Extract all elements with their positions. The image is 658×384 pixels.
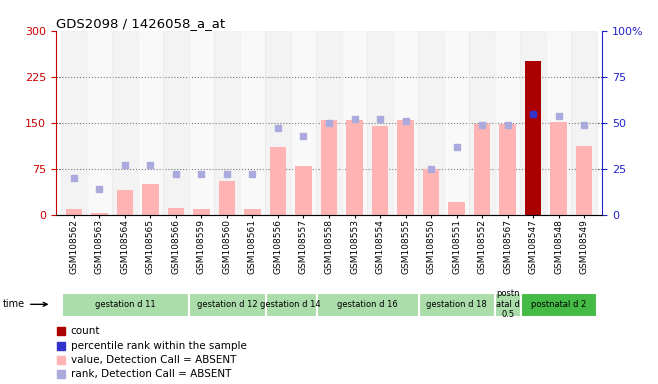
- Bar: [444, 31, 469, 215]
- Text: GDS2098 / 1426058_a_at: GDS2098 / 1426058_a_at: [56, 17, 225, 30]
- FancyBboxPatch shape: [419, 293, 494, 316]
- Text: time: time: [3, 299, 47, 310]
- Bar: [189, 31, 214, 215]
- Text: rank, Detection Call = ABSENT: rank, Detection Call = ABSENT: [70, 369, 231, 379]
- Bar: [372, 126, 388, 215]
- Bar: [418, 31, 444, 215]
- Bar: [342, 31, 367, 215]
- Bar: [142, 184, 159, 215]
- Text: gestation d 16: gestation d 16: [337, 300, 397, 309]
- Bar: [576, 146, 592, 215]
- Text: gestation d 12: gestation d 12: [197, 300, 257, 309]
- Text: gestation d 18: gestation d 18: [426, 300, 487, 309]
- Bar: [61, 31, 87, 215]
- Bar: [316, 31, 342, 215]
- Bar: [571, 31, 597, 215]
- Text: postn
atal d
0.5: postn atal d 0.5: [495, 290, 520, 319]
- Bar: [218, 181, 235, 215]
- Bar: [346, 120, 363, 215]
- FancyBboxPatch shape: [189, 293, 265, 316]
- Bar: [291, 31, 316, 215]
- Bar: [193, 209, 210, 215]
- Bar: [240, 31, 265, 215]
- Bar: [525, 61, 542, 215]
- Bar: [550, 122, 567, 215]
- Text: count: count: [70, 326, 100, 336]
- Text: postnatal d 2: postnatal d 2: [531, 300, 586, 309]
- FancyBboxPatch shape: [521, 293, 596, 316]
- Text: gestation d 11: gestation d 11: [95, 300, 155, 309]
- Bar: [265, 31, 291, 215]
- Bar: [116, 190, 133, 215]
- Text: gestation d 14: gestation d 14: [261, 300, 321, 309]
- Bar: [91, 213, 108, 215]
- Bar: [295, 166, 312, 215]
- Bar: [214, 31, 240, 215]
- Bar: [367, 31, 393, 215]
- Bar: [546, 31, 571, 215]
- Bar: [393, 31, 418, 215]
- Bar: [270, 147, 286, 215]
- FancyBboxPatch shape: [266, 293, 316, 316]
- Bar: [499, 124, 516, 215]
- FancyBboxPatch shape: [316, 293, 418, 316]
- Bar: [448, 202, 465, 215]
- Bar: [520, 31, 546, 215]
- Text: percentile rank within the sample: percentile rank within the sample: [70, 341, 247, 351]
- FancyBboxPatch shape: [62, 293, 188, 316]
- Bar: [112, 31, 138, 215]
- Bar: [87, 31, 112, 215]
- Bar: [66, 209, 82, 215]
- FancyBboxPatch shape: [495, 293, 520, 316]
- Bar: [474, 124, 490, 215]
- Bar: [495, 31, 520, 215]
- Bar: [168, 208, 184, 215]
- Bar: [138, 31, 163, 215]
- Text: value, Detection Call = ABSENT: value, Detection Call = ABSENT: [70, 355, 236, 365]
- Bar: [163, 31, 189, 215]
- Bar: [320, 120, 338, 215]
- Bar: [469, 31, 495, 215]
- Bar: [244, 209, 261, 215]
- Bar: [423, 169, 440, 215]
- Bar: [397, 120, 414, 215]
